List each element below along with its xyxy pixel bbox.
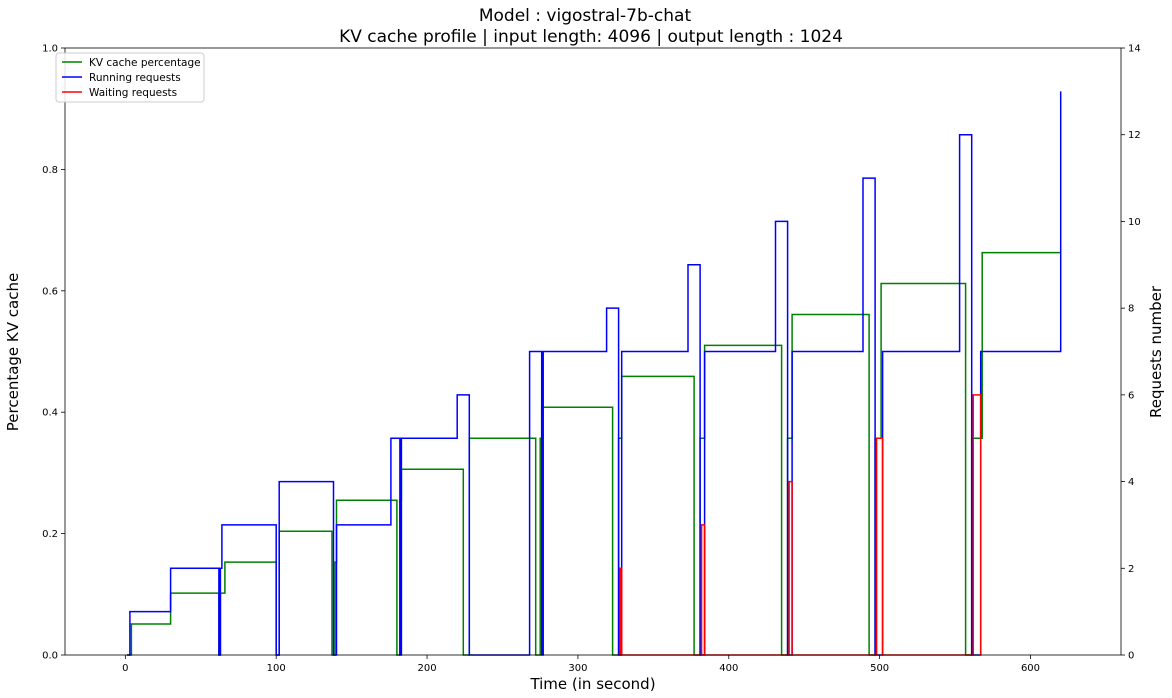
y2-tick-label: 0 <box>1128 651 1134 662</box>
y-tick-label: 0.0 <box>42 651 58 662</box>
y-axis-title: Percentage KV cache <box>4 273 22 431</box>
y-tick-label: 0.2 <box>42 529 58 540</box>
y-tick-label: 1.0 <box>42 44 58 55</box>
x-tick-label: 300 <box>568 663 587 674</box>
series-line-running-requests <box>126 91 1062 656</box>
x-tick-label: 100 <box>267 663 286 674</box>
chart-title: Model : vigostral-7b-chat <box>479 6 692 26</box>
y2-tick-label: 12 <box>1128 130 1141 141</box>
legend: KV cache percentage Running requests Wai… <box>55 52 205 103</box>
y2-tick-label: 2 <box>1128 564 1134 575</box>
x-tick-label: 600 <box>1021 663 1040 674</box>
y2-tick-label: 8 <box>1128 304 1134 315</box>
x-tick-label: 400 <box>719 663 738 674</box>
chart-subtitle: KV cache profile | input length: 4096 | … <box>339 27 843 47</box>
series-layer <box>126 91 1062 656</box>
y-tick-label: 0.4 <box>42 408 58 419</box>
legend-box <box>55 52 205 103</box>
legend-label-running: Running requests <box>89 72 181 84</box>
x-axis-title: Time (in second) <box>529 675 655 693</box>
ticks-layer: 0 100 200 300 400 500 600 0.0 0.2 0.4 0.6 0.8 1.0 0 2 4… <box>42 44 1141 675</box>
series-line-kv-cache-percentage <box>126 251 1061 656</box>
y-tick-label: 0.6 <box>42 286 58 297</box>
y2-tick-label: 10 <box>1128 217 1141 228</box>
y2-tick-label: 14 <box>1128 44 1141 55</box>
y-tick-label: 0.8 <box>42 165 58 176</box>
x-tick-label: 200 <box>418 663 437 674</box>
x-tick-label: 500 <box>870 663 889 674</box>
legend-label-kv-cache: KV cache percentage <box>89 57 201 69</box>
y2-tick-label: 4 <box>1128 477 1134 488</box>
plot-frame <box>64 47 1122 656</box>
legend-label-waiting: Waiting requests <box>89 87 177 99</box>
y2-tick-label: 6 <box>1128 390 1134 401</box>
series-line-waiting-requests <box>618 394 982 656</box>
x-tick-label: 0 <box>122 663 128 674</box>
y2-axis-title: Requests number <box>1147 285 1165 418</box>
